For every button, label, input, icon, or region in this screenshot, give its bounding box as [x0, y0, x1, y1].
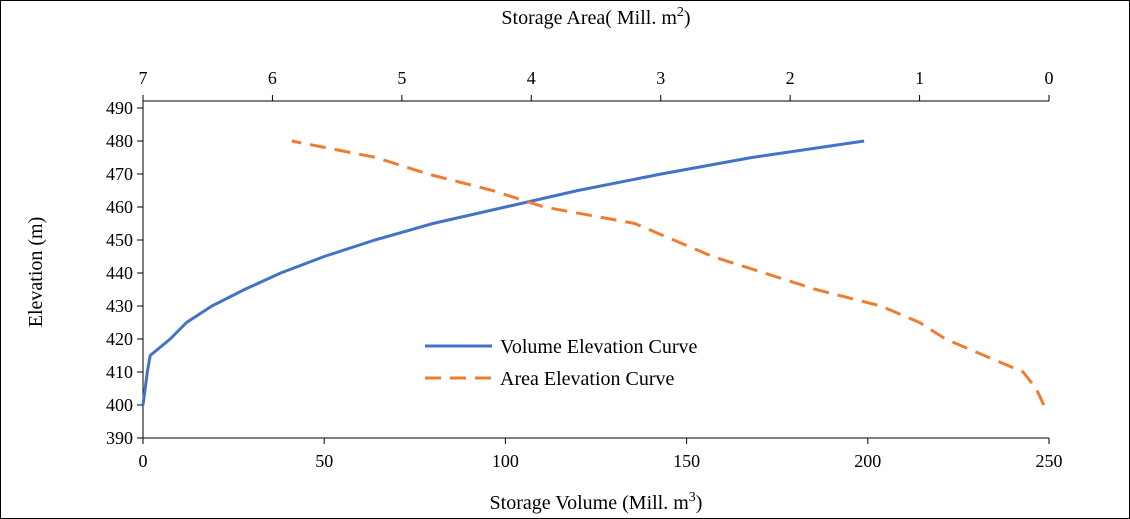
top-tick-label: 2 [786, 68, 795, 88]
x-tick-label: 250 [1036, 451, 1063, 471]
legend-label-volume: Volume Elevation Curve [500, 336, 697, 358]
top-tick-label: 0 [1045, 68, 1054, 88]
legend: Volume Elevation Curve Area Elevation Cu… [425, 336, 697, 390]
legend-label-area: Area Elevation Curve [500, 368, 674, 390]
y-tick-label: 400 [106, 395, 133, 415]
y-axis-title: Elevation (m) [25, 217, 47, 328]
tick-labels: 0 50 100 150 200 250 7 6 5 4 3 2 1 0 390 400 410 420 430 44… [106, 68, 1063, 471]
y-tick-label: 440 [106, 263, 133, 283]
x-tick-label: 150 [673, 451, 700, 471]
top-tick-label: 1 [915, 68, 924, 88]
series-layer [141, 139, 1046, 406]
y-tick-label: 390 [106, 428, 133, 448]
y-tick-label: 490 [106, 98, 133, 118]
top-tick-label: 5 [397, 68, 406, 88]
y-tick-label: 480 [106, 131, 133, 151]
y-tick-label: 460 [106, 197, 133, 217]
volume-elevation-line [141, 139, 865, 406]
plot-axes [137, 95, 1050, 444]
top-tick-label: 6 [268, 68, 277, 88]
x-tick-label: 0 [139, 451, 148, 471]
y-tick-label: 420 [106, 329, 133, 349]
y-tick-label: 470 [106, 164, 133, 184]
x-tick-label: 50 [315, 451, 333, 471]
top-axis-title: Storage Area( Mill. m2) [501, 5, 690, 29]
top-tick-label: 3 [656, 68, 665, 88]
y-tick-label: 430 [106, 296, 133, 316]
x-axis-title: Storage Volume (Mill. m3) [490, 490, 703, 514]
y-tick-label: 410 [106, 362, 133, 382]
x-tick-label: 100 [492, 451, 519, 471]
top-tick-label: 4 [527, 68, 536, 88]
y-tick-label: 450 [106, 230, 133, 250]
x-tick-label: 200 [854, 451, 881, 471]
top-tick-label: 7 [139, 68, 148, 88]
